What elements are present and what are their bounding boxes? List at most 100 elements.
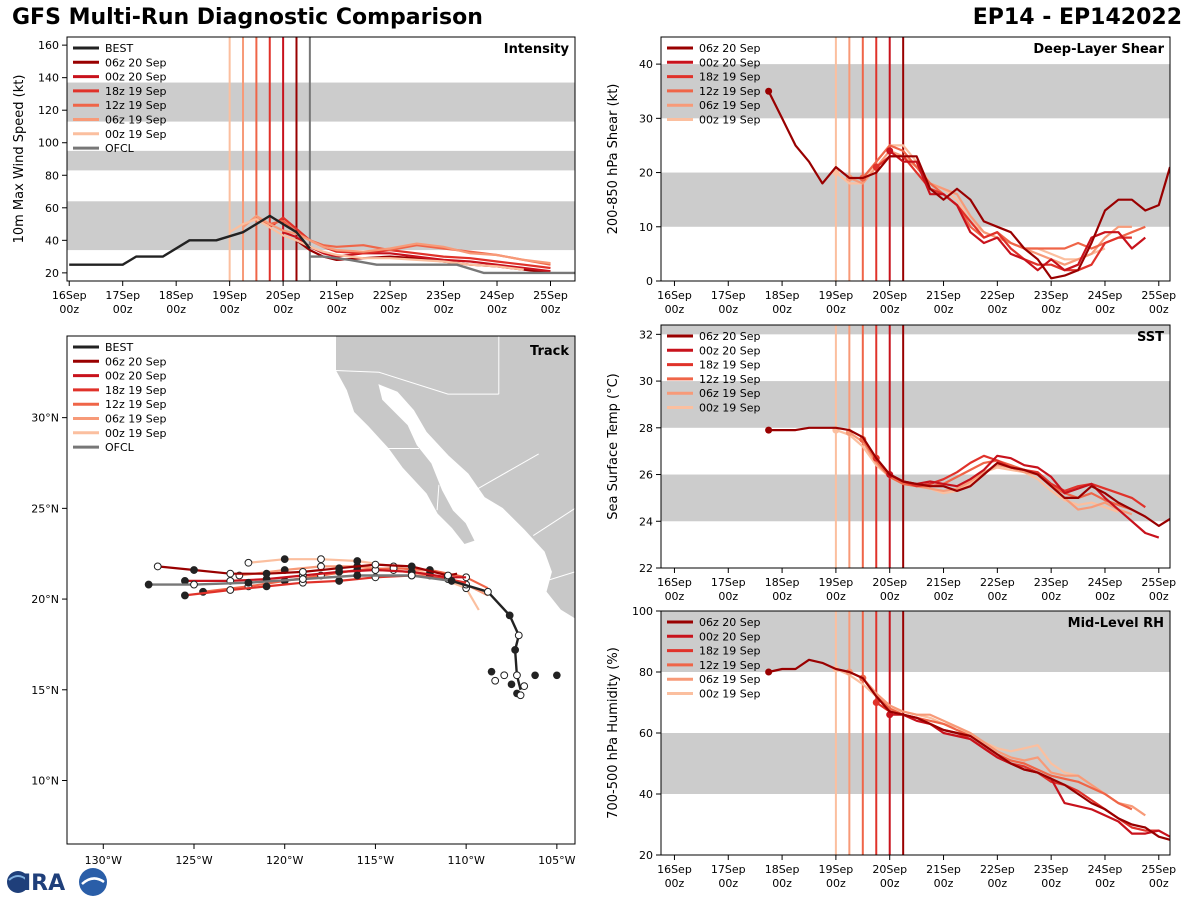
y-tick-label: 0 [646,275,653,288]
x-tick-day-label: 24Sep [1088,289,1123,302]
x-tick-day-label: 20Sep [872,289,907,302]
x-tick-day-label: 19Sep [819,863,854,876]
legend-label: 00z 20 Sep [699,56,761,69]
y-tick-label: 28 [639,422,653,435]
series-line [768,658,1170,841]
x-tick-hour-label: 00z [826,590,846,603]
series-line [848,670,1146,817]
x-tick-hour-label: 00z [487,303,507,316]
shaded-band [661,474,1170,522]
lon-tick-label: 130°W [85,854,122,867]
x-tick-hour-label: 00z [772,877,792,890]
x-tick-hour-label: 00z [1095,303,1115,316]
x-tick-hour-label: 00z [934,590,954,603]
y-tick-label: 40 [639,788,653,801]
best-track-point [491,676,500,685]
y-tick-label: 32 [639,328,653,341]
x-tick-day-label: 18Sep [765,863,800,876]
track-point [181,591,189,600]
track-point [190,580,198,589]
legend-label: 18z 19 Sep [105,384,167,397]
x-tick-day-label: 23Sep [426,289,461,302]
legend-label: BEST [105,42,133,55]
legend-label: 00z 20 Sep [105,370,167,383]
legend-label: 06z 19 Sep [105,413,167,426]
shaded-band [661,64,1170,119]
border-line [474,453,539,491]
legend-label: 06z 20 Sep [699,42,761,55]
x-tick-hour-label: 00z [1041,877,1061,890]
best-track-point [487,667,496,676]
x-tick-hour-label: 00z [113,303,133,316]
panel-title: Intensity [504,42,570,57]
panel-rh: 2040608010016Sep00z17Sep00z18Sep00z19Sep… [606,605,1176,890]
y-tick-label: 22 [639,562,653,575]
plot-area [661,37,1170,281]
lat-tick-label: 30°N [31,412,59,425]
y-tick-label: 120 [38,104,59,117]
x-tick-hour-label: 00z [718,303,738,316]
x-tick-day-label: 25Sep [1141,576,1176,589]
x-tick-day-label: 24Sep [480,289,515,302]
x-tick-day-label: 19Sep [212,289,247,302]
x-tick-day-label: 16Sep [657,289,692,302]
x-tick-day-label: 22Sep [980,576,1015,589]
best-track-point [507,680,516,689]
x-tick-day-label: 16Sep [52,289,87,302]
track-point [298,575,307,584]
x-tick-day-label: 19Sep [819,289,854,302]
legend-label: 18z 19 Sep [699,645,761,658]
panel-title: SST [1137,330,1164,345]
x-tick-day-label: 23Sep [1034,863,1069,876]
x-tick-day-label: 25Sep [1141,863,1176,876]
y-tick-label: 40 [45,234,59,247]
x-tick-day-label: 20Sep [266,289,301,302]
track-point [511,645,520,654]
legend-label: 12z 19 Sep [699,659,761,672]
x-tick-hour-label: 00z [380,303,400,316]
y-tick-label: 30 [639,112,653,125]
legend-label: 06z 19 Sep [699,99,761,112]
legend-label: 12z 19 Sep [699,373,761,386]
track-point [335,577,344,585]
legend-label: BEST [105,341,133,354]
x-tick-hour-label: 00z [665,303,685,316]
y-axis-label: 10m Max Wind Speed (kt) [12,75,27,244]
track-point [407,571,416,580]
series-start-marker [765,426,773,434]
legend-label: 00z 19 Sep [699,114,761,127]
track-point [226,569,235,578]
track-point [514,631,523,640]
x-tick-day-label: 20Sep [872,576,907,589]
x-tick-day-label: 17Sep [711,289,746,302]
map-area [67,336,575,844]
page-title: GFS Multi-Run Diagnostic Comparison [12,5,483,30]
best-track-point [553,671,561,680]
x-tick-hour-label: 00z [541,303,561,316]
shaded-band [661,325,1170,335]
series-line [309,255,575,275]
lon-tick-label: 115°W [357,854,394,867]
y-tick-label: 80 [639,666,653,679]
x-tick-hour-label: 00z [273,303,293,316]
x-tick-hour-label: 00z [772,303,792,316]
y-tick-label: 40 [639,58,653,71]
y-tick-label: 26 [639,469,653,482]
cira-logo-lettering: IRA [23,871,65,896]
panel-sst: 22242628303216Sep00z17Sep00z18Sep00z19Se… [606,324,1176,603]
x-tick-day-label: 21Sep [926,863,961,876]
x-tick-hour-label: 00z [220,303,240,316]
series-start-marker [872,699,880,706]
x-tick-hour-label: 00z [826,303,846,316]
x-tick-day-label: 16Sep [657,863,692,876]
x-tick-hour-label: 00z [987,590,1007,603]
plot-frame [66,36,576,282]
x-tick-day-label: 20Sep [872,863,907,876]
panel-title: Mid-Level RH [1068,616,1164,631]
best-track-point [520,682,529,691]
shaded-band [661,733,1170,794]
series-start-marker [886,147,894,155]
y-tick-label: 30 [639,375,653,388]
track-point [153,562,162,571]
y-tick-label: 60 [639,727,653,740]
